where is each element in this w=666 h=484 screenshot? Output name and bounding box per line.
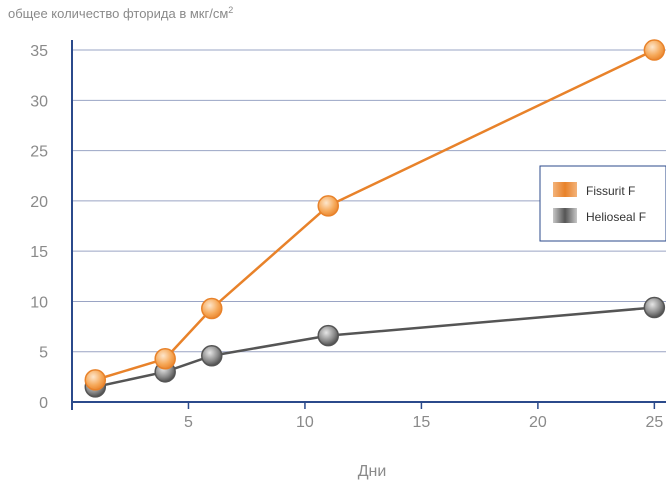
- legend-label-fissurit: Fissurit F: [586, 184, 635, 198]
- series-layer: [84, 39, 666, 398]
- x-tick-label: 5: [184, 414, 193, 431]
- y-tick-label: 15: [30, 244, 48, 261]
- series-line-helioseal-f: [95, 306, 655, 389]
- y-tick-label: 0: [39, 395, 48, 412]
- x-tick-label: 20: [529, 414, 547, 431]
- data-point: [317, 195, 339, 217]
- y-tick-label: 25: [30, 144, 48, 161]
- y-axis-title: общее количество фторида в мкг/см2: [8, 5, 233, 21]
- y-tick-label: 5: [39, 345, 48, 362]
- legend-swatch-helioseal: [553, 208, 577, 223]
- y-axis-title-text: общее количество фторида в мкг/см: [8, 6, 228, 21]
- data-point: [201, 297, 223, 320]
- legend-label-helioseal: Helioseal F: [586, 210, 646, 224]
- data-point: [643, 39, 666, 61]
- y-tick-label: 30: [30, 93, 48, 110]
- legend: Fissurit F Helioseal F: [539, 165, 666, 242]
- x-tick-label: 25: [645, 414, 663, 431]
- legend-swatch-fissurit: [553, 182, 577, 197]
- gridlines: [72, 49, 666, 353]
- y-tick-label: 20: [30, 194, 48, 211]
- legend-box: [539, 165, 666, 242]
- data-point: [643, 296, 666, 319]
- y-axis-title-superscript: 2: [228, 5, 233, 15]
- x-tick-label: 10: [296, 414, 314, 431]
- axes: 0 5 10 15 20 25 30 35 5 10 15 20 25: [30, 40, 666, 431]
- y-tick-label: 10: [30, 294, 48, 311]
- data-point: [201, 344, 223, 367]
- data-point: [317, 324, 339, 347]
- data-point: [84, 369, 107, 391]
- x-tick-label: 15: [413, 414, 431, 431]
- y-tick-label: 35: [30, 43, 48, 60]
- data-point: [154, 348, 176, 370]
- x-axis-title: Дни: [358, 463, 387, 480]
